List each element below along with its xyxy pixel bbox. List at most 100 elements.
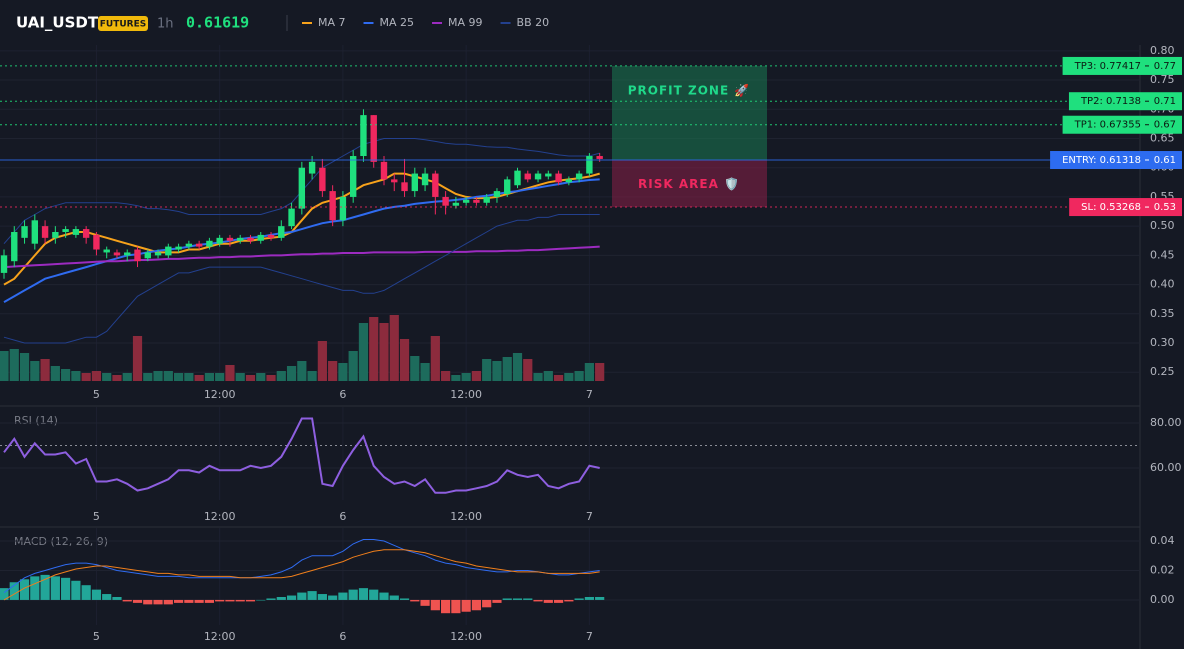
level-label: SL: 0.53268 — [1081, 202, 1141, 213]
volume-bar — [256, 373, 266, 381]
macd-histogram-bar — [184, 599, 194, 603]
volume-bar — [348, 351, 358, 381]
macd-histogram-bar — [584, 596, 594, 600]
candle-body — [21, 226, 28, 238]
volume-bar — [204, 373, 214, 381]
bb-lower — [3, 214, 600, 344]
x-tick-label: 12:00 — [204, 510, 236, 523]
macd-histogram-bar — [204, 599, 214, 603]
futures-badge — [98, 16, 148, 31]
candle-body — [380, 161, 388, 180]
volume-bar — [102, 373, 112, 381]
volume-bar — [215, 373, 225, 381]
volume-bar — [153, 371, 163, 381]
legend-label: BB 20 — [517, 16, 550, 29]
macd-histogram-bar — [9, 582, 19, 600]
candle-body — [462, 199, 470, 203]
x-tick-label: 12:00 — [450, 388, 482, 401]
candle-body — [565, 179, 573, 183]
macd-histogram-bar — [492, 599, 502, 603]
candle-body — [72, 229, 80, 235]
ma-line — [3, 172, 600, 286]
volume-bar — [9, 349, 19, 381]
macd-histogram-bar — [358, 588, 369, 600]
macd-histogram-bar — [61, 577, 71, 600]
macd-histogram-bar — [595, 596, 605, 600]
macd-histogram-bar — [173, 599, 184, 603]
volume-bar — [523, 359, 533, 381]
macd-histogram-bar — [245, 599, 256, 602]
candle-body — [62, 229, 69, 232]
candle-body — [257, 234, 264, 241]
level-label: ENTRY: 0.61318 — [1062, 155, 1141, 166]
macd-histogram-bar — [40, 574, 50, 600]
volume-bar — [317, 341, 327, 381]
candle-body — [216, 237, 223, 244]
volume-bar — [276, 371, 286, 381]
legend-label: MA 25 — [380, 16, 415, 29]
candle-body — [360, 115, 367, 157]
macd-histogram-bar — [143, 599, 153, 605]
candle-body — [493, 191, 501, 197]
y-tick-label: 0.40 — [1150, 278, 1175, 291]
x-tick-label: 7 — [586, 630, 593, 643]
volume-bar — [389, 315, 399, 381]
candle-body — [329, 191, 336, 221]
x-tick-label: 6 — [339, 388, 346, 401]
candle-body — [195, 243, 203, 247]
candle-body — [298, 167, 306, 209]
macd-histogram-bar — [194, 599, 204, 603]
zone-label: RISK AREA 🛡️ — [638, 177, 740, 191]
x-tick-label: 7 — [586, 510, 593, 523]
y-tick-label: 0.45 — [1150, 248, 1175, 261]
candle-body — [504, 179, 511, 195]
candle-body — [483, 196, 490, 203]
level-axis-label: 0.71 — [1154, 96, 1176, 107]
y-tick-label: 0.30 — [1150, 336, 1175, 349]
candle-body — [41, 226, 49, 238]
y-tick-label: 0.35 — [1150, 307, 1175, 320]
volume-bar — [225, 365, 235, 381]
x-tick-label: 7 — [586, 388, 593, 401]
zone-label: PROFIT ZONE 🚀 — [628, 83, 751, 97]
candle-body — [514, 170, 521, 186]
volume-bar — [564, 373, 574, 381]
volume-bar — [184, 373, 194, 381]
candle-body — [349, 156, 357, 197]
volume-bar — [420, 363, 430, 381]
level-label: TP3: 0.77417 — [1074, 61, 1141, 72]
macd-histogram-bar — [163, 599, 173, 605]
macd-histogram-bar — [19, 579, 30, 600]
candle-body — [52, 231, 59, 238]
macd-histogram-bar — [286, 595, 297, 600]
macd-histogram-bar — [471, 599, 482, 611]
candle-body — [247, 237, 254, 241]
y-tick-label: 0.02 — [1150, 563, 1175, 576]
macd-histogram-bar — [420, 599, 430, 606]
volume-bar — [584, 363, 594, 381]
candle-body — [82, 229, 90, 238]
legend-label: MA 7 — [318, 16, 346, 29]
volume-bar — [266, 375, 276, 381]
x-tick-label: 5 — [93, 388, 100, 401]
candle-body — [370, 115, 377, 162]
volume-bar — [50, 366, 60, 381]
y-tick-label: 0.75 — [1150, 73, 1175, 86]
macd-histogram-bar — [317, 594, 327, 600]
volume-bar — [40, 359, 50, 381]
macd-histogram-bar — [91, 589, 102, 600]
volume-bar — [328, 361, 338, 381]
candle-body — [278, 226, 285, 238]
volume-bar — [430, 336, 440, 381]
candle-body — [339, 196, 347, 221]
volume-bar — [471, 371, 482, 381]
candle-body — [308, 161, 316, 174]
y-tick-label: 0.00 — [1150, 593, 1175, 606]
candle-body — [226, 237, 234, 241]
volume-bar — [502, 357, 512, 381]
volume-bar — [574, 371, 584, 381]
legend-label: MA 99 — [448, 16, 483, 29]
candle-body — [237, 237, 244, 241]
volume-bar — [512, 353, 523, 381]
